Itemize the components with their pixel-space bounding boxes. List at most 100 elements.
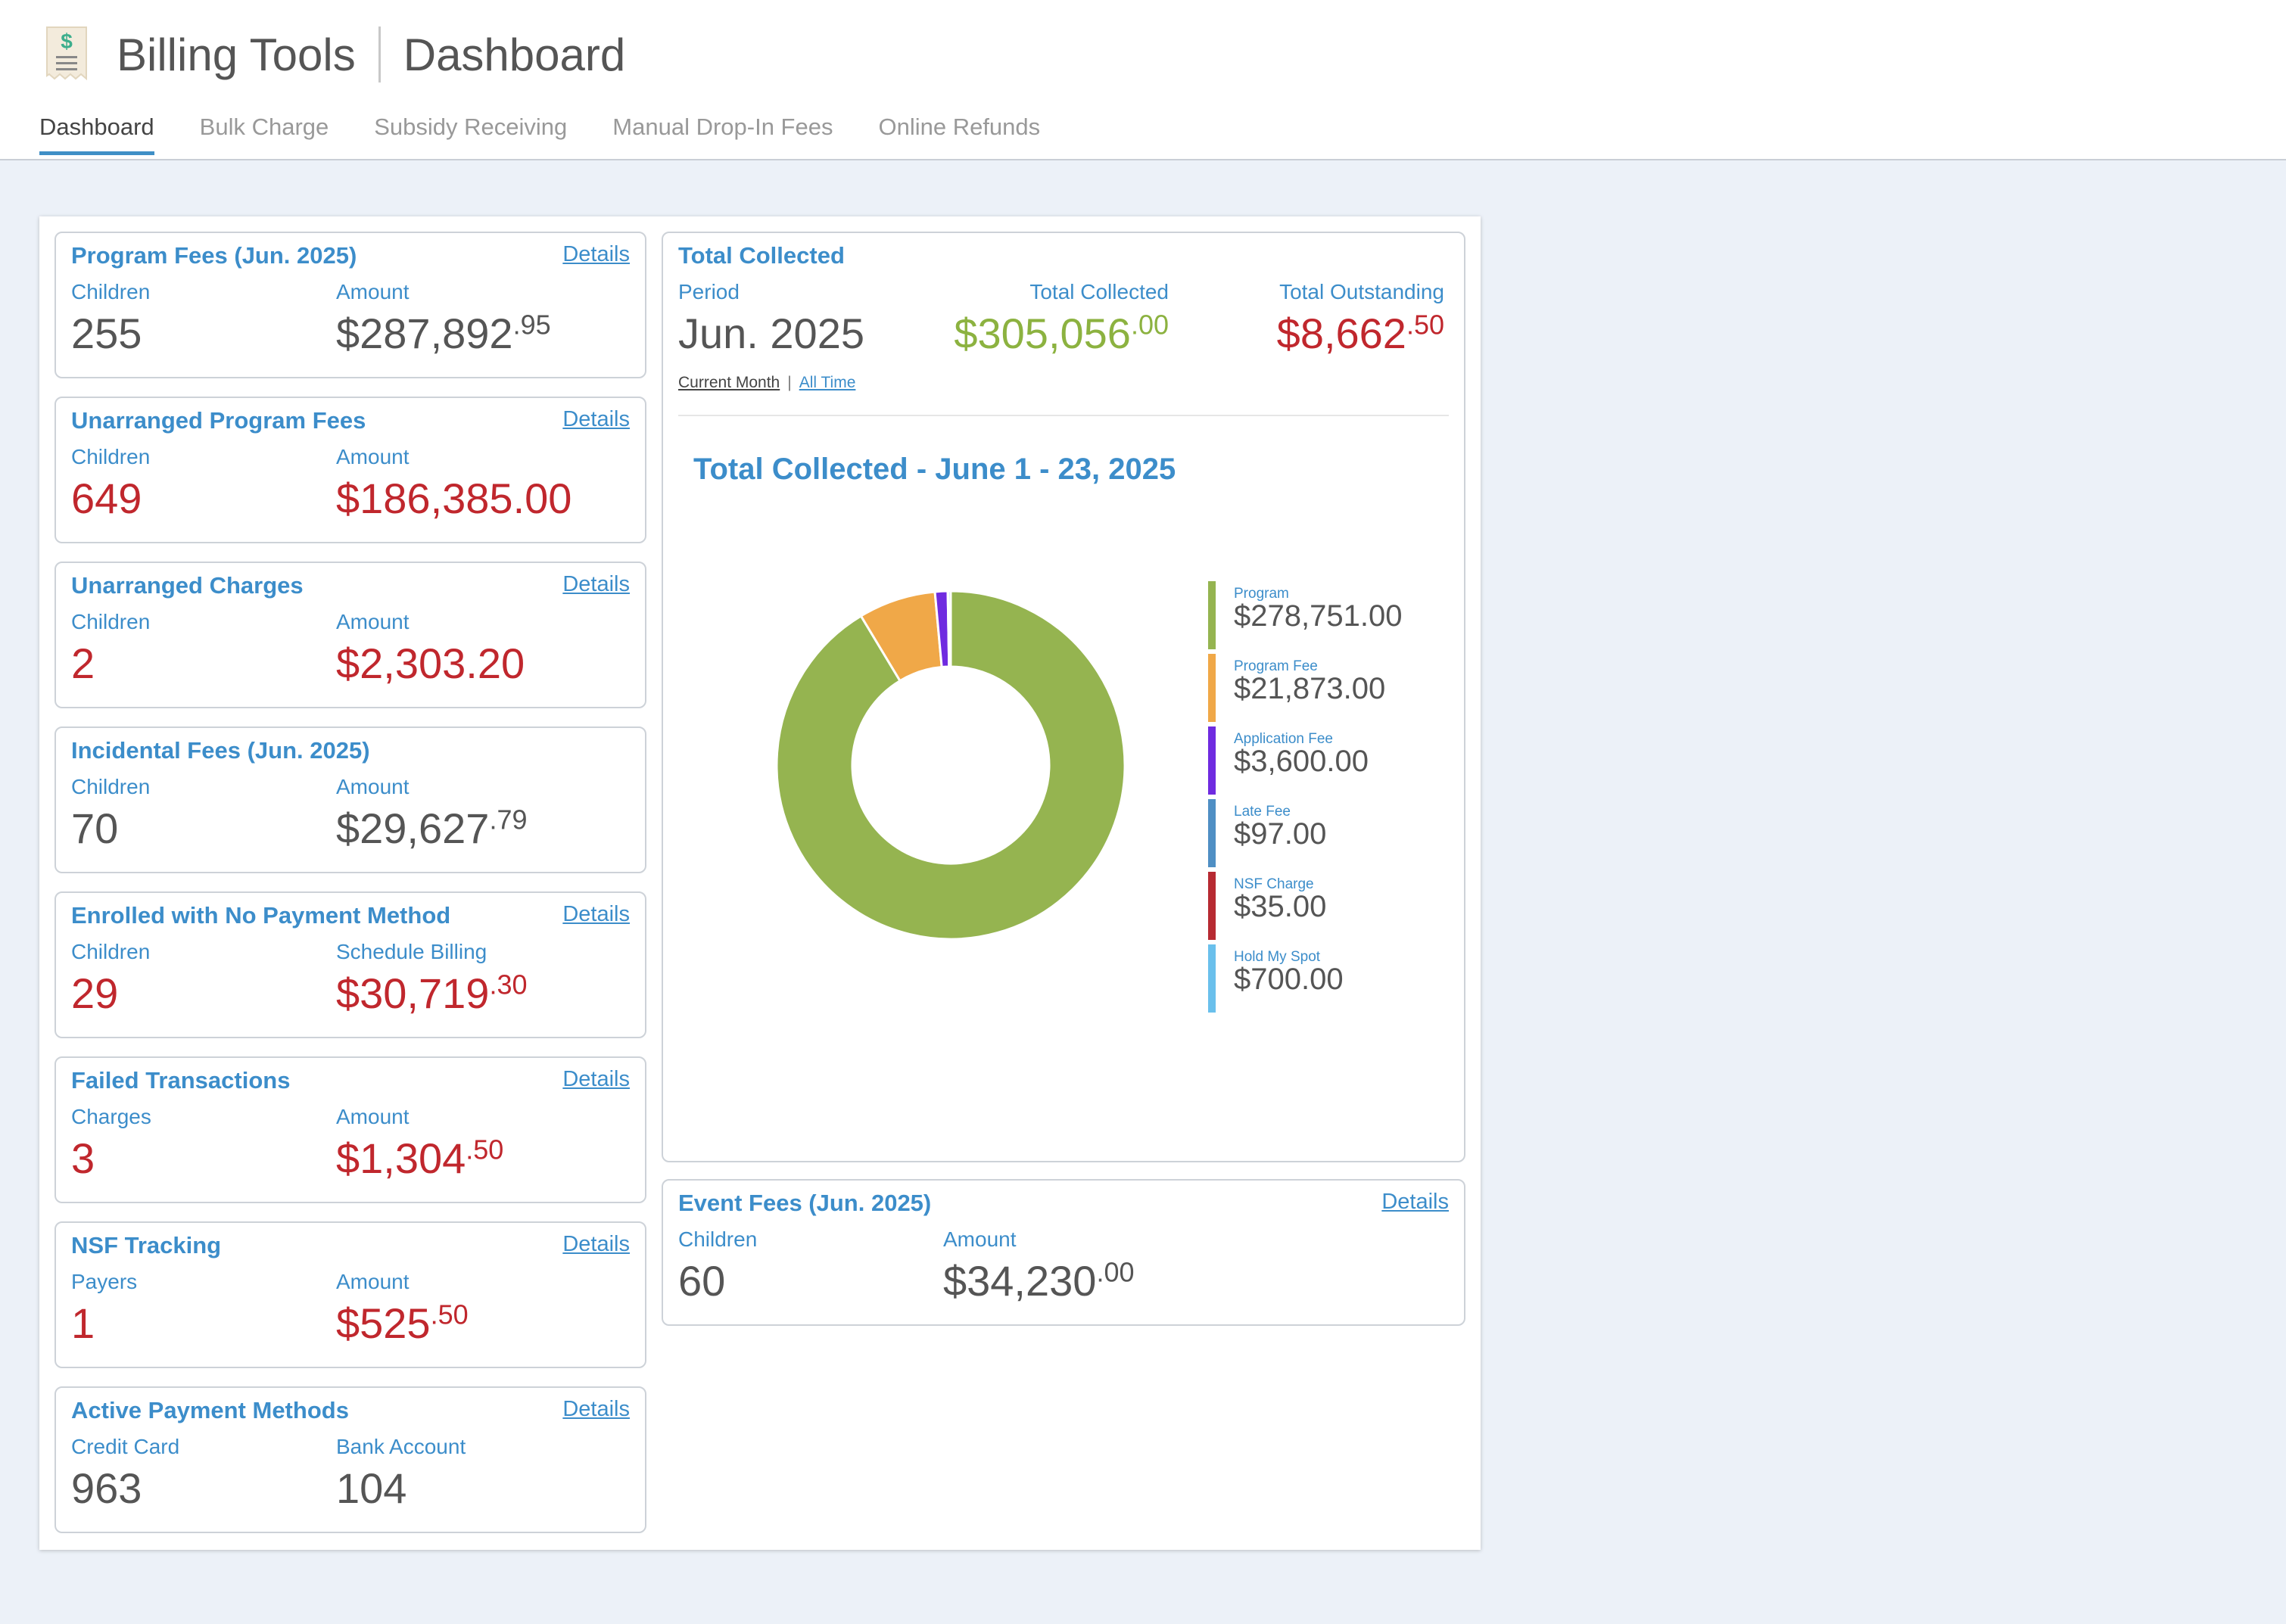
amount-cents: .00	[1096, 1256, 1135, 1288]
legend-label: Program	[1234, 586, 1289, 602]
divider	[678, 415, 1449, 416]
amount-dollars: $525	[336, 1299, 431, 1347]
metric-value: 3	[71, 1134, 95, 1182]
legend-value: $35.00	[1234, 890, 1327, 923]
legend-label: Application Fee	[1234, 731, 1333, 747]
period-label: Period	[678, 280, 740, 303]
donut-slice-hold-my-spot[interactable]	[947, 590, 952, 668]
total-outstanding-label: Total Outstanding	[1279, 280, 1444, 303]
details-link[interactable]: Details	[562, 407, 630, 431]
details-link[interactable]: Details	[562, 242, 630, 266]
amount-value: $1,304.50	[336, 1134, 503, 1183]
details-link[interactable]: Details	[562, 572, 630, 596]
metric-label: Amount	[943, 1227, 1017, 1251]
amount-cents: .95	[512, 309, 551, 341]
amount-dollars: $186,385.00	[336, 474, 572, 522]
card-total-collected: Total Collected Period Jun. 2025 Total C…	[662, 232, 1465, 1162]
details-link[interactable]: Details	[562, 902, 630, 926]
details-link[interactable]: Details	[562, 1232, 630, 1256]
amount-value: $29,627.79	[336, 804, 527, 853]
metric-value: 60	[678, 1257, 726, 1305]
legend-item: Hold My Spot $700.00	[1208, 944, 1435, 1013]
amount-dollars: $1,304	[336, 1134, 466, 1182]
card-title: Unarranged Program Fees	[71, 407, 366, 434]
amount-cents: .79	[489, 804, 528, 835]
metric-value: 104	[336, 1464, 407, 1512]
card-title: Total Collected	[678, 242, 845, 269]
amount-cents: .50	[430, 1299, 469, 1330]
tab-online-refunds[interactable]: Online Refunds	[878, 114, 1041, 140]
amount-value: $30,719.30	[336, 969, 527, 1018]
card-incidental-fees: Incidental Fees (Jun. 2025) Children Amo…	[55, 726, 646, 873]
metric-label: Children	[71, 610, 151, 633]
legend-label: Program Fee	[1234, 658, 1318, 674]
top-bar: $ Billing Tools Dashboard Dashboard Bulk…	[0, 0, 2286, 160]
legend-swatch	[1208, 726, 1216, 795]
dashboard-panel: Program Fees (Jun. 2025) Details Childre…	[39, 216, 1481, 1550]
legend-label: Late Fee	[1234, 804, 1291, 820]
amount-cents: .50	[466, 1134, 504, 1165]
header-title-row: Billing Tools Dashboard	[117, 24, 625, 85]
metric-value: 963	[71, 1464, 142, 1512]
metric-value: 29	[71, 969, 119, 1017]
metric-label: Children	[71, 280, 151, 303]
details-link[interactable]: Details	[1381, 1190, 1449, 1214]
legend-swatch	[1208, 799, 1216, 867]
tab-bulk-charge[interactable]: Bulk Charge	[199, 114, 329, 140]
metric-value: 1	[71, 1299, 95, 1347]
metric-value: 649	[71, 474, 142, 522]
card-event-fees: Event Fees (Jun. 2025) Details Children …	[662, 1179, 1465, 1326]
tab-dashboard[interactable]: Dashboard	[39, 114, 154, 155]
card-unarranged-program-fees: Unarranged Program Fees Details Children…	[55, 397, 646, 543]
amount-dollars: $287,892	[336, 310, 513, 357]
card-title: Failed Transactions	[71, 1067, 291, 1094]
card-title: NSF Tracking	[71, 1232, 222, 1258]
metric-label: Credit Card	[71, 1435, 180, 1458]
card-failed-transactions: Failed Transactions Details Charges Amou…	[55, 1056, 646, 1203]
legend-item: Program Fee $21,873.00	[1208, 654, 1435, 722]
metric-label: Children	[71, 445, 151, 468]
all-time-link[interactable]: All Time	[799, 374, 856, 391]
tab-manual-drop-in-fees[interactable]: Manual Drop-In Fees	[612, 114, 833, 140]
card-title: Program Fees (Jun. 2025)	[71, 242, 357, 269]
tab-subsidy-receiving[interactable]: Subsidy Receiving	[374, 114, 568, 140]
details-link[interactable]: Details	[562, 1067, 630, 1091]
donut-slice-program[interactable]	[775, 590, 1126, 941]
card-title: Active Payment Methods	[71, 1397, 349, 1423]
metric-label: Charges	[71, 1105, 151, 1128]
card-nsf-tracking: NSF Tracking Details Payers Amount 1 $52…	[55, 1221, 646, 1368]
card-unarranged-charges: Unarranged Charges Details Children Amou…	[55, 562, 646, 708]
legend-item: NSF Charge $35.00	[1208, 872, 1435, 940]
metric-label: Amount	[336, 610, 410, 633]
amount-dollars: $2,303.20	[336, 639, 525, 687]
metric-label: Children	[71, 940, 151, 963]
legend-value: $700.00	[1234, 963, 1344, 996]
card-title: Incidental Fees (Jun. 2025)	[71, 737, 370, 764]
title-separator	[378, 26, 381, 82]
svg-text:$: $	[61, 30, 73, 53]
card-title: Event Fees (Jun. 2025)	[678, 1190, 932, 1216]
metric-value: 2	[71, 639, 95, 687]
amount-value: $287,892.95	[336, 309, 551, 358]
metric-value: 70	[71, 804, 119, 852]
metric-label: Payers	[71, 1270, 138, 1293]
amount-value: $525.50	[336, 1299, 469, 1348]
amount-dollars: $8,662	[1276, 310, 1406, 357]
current-month-link[interactable]: Current Month	[678, 374, 780, 391]
legend-value: $3,600.00	[1234, 745, 1369, 778]
legend-swatch	[1208, 872, 1216, 940]
card-title: Enrolled with No Payment Method	[71, 902, 451, 929]
metric-label: Amount	[336, 1105, 410, 1128]
amount-dollars: $305,056	[954, 310, 1131, 357]
card-program-fees: Program Fees (Jun. 2025) Details Childre…	[55, 232, 646, 378]
total-collected-value: $305,056.00	[954, 309, 1169, 358]
metric-label: Bank Account	[336, 1435, 466, 1458]
details-link[interactable]: Details	[562, 1397, 630, 1421]
chart-title: Total Collected - June 1 - 23, 2025	[693, 453, 1176, 486]
amount-dollars: $30,719	[336, 969, 490, 1017]
link-separator: |	[787, 374, 792, 391]
legend-value: $21,873.00	[1234, 672, 1386, 705]
legend-label: NSF Charge	[1234, 876, 1314, 892]
metric-label: Amount	[336, 445, 410, 468]
amount-dollars: $34,230	[943, 1257, 1097, 1305]
